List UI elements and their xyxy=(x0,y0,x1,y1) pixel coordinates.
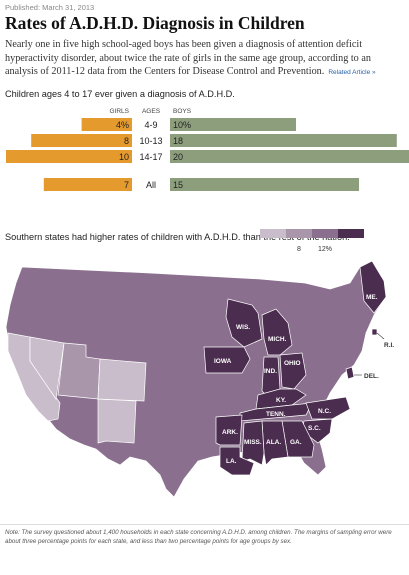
label-iowa: IOWA xyxy=(214,358,232,365)
bar-girls-0 xyxy=(81,118,132,131)
label-age-0: 4-9 xyxy=(144,120,157,130)
state-arkansas xyxy=(215,414,243,446)
state-nevada xyxy=(29,336,65,400)
state-indiana xyxy=(261,356,281,396)
label-tenn: TENN. xyxy=(266,411,286,418)
header-ages: AGES xyxy=(142,108,161,115)
us-map: ME. R.I. DEL. WIS. MICH. IOWA OHIO IND. … xyxy=(5,260,394,498)
legend-label-high: 12% xyxy=(318,246,332,253)
state-new-mexico xyxy=(97,398,137,444)
label-girls-1: 8 xyxy=(124,136,129,146)
label-ark: ARK. xyxy=(222,429,238,436)
state-michigan xyxy=(261,308,293,356)
legend-swatch-2 xyxy=(312,229,338,238)
bar-boys-1 xyxy=(170,134,397,147)
label-me: ME. xyxy=(366,294,378,301)
footnote: Note: The survey questioned about 1,400 … xyxy=(5,529,392,545)
label-age-1: 10-13 xyxy=(139,136,162,146)
deck-text: Nearly one in five high school-aged boys… xyxy=(5,38,405,80)
label-girls-2: 10 xyxy=(119,152,129,162)
state-north-carolina xyxy=(305,396,351,420)
header-girls: GIRLS xyxy=(109,108,129,115)
state-louisiana xyxy=(219,446,255,476)
label-boys-3: 15 xyxy=(173,180,183,190)
label-mich: MICH. xyxy=(268,336,287,343)
published-date: Published: March 31, 2013 xyxy=(5,3,95,12)
related-article-link[interactable]: Related Article » xyxy=(328,69,376,77)
label-ky: KY. xyxy=(276,397,286,404)
label-ga: GA. xyxy=(290,439,302,446)
map-legend: 8 12% xyxy=(260,229,364,253)
label-boys-1: 18 xyxy=(173,136,183,146)
state-delaware xyxy=(345,366,355,380)
label-la: LA. xyxy=(226,458,237,465)
map-title: Southern states had higher rates of chil… xyxy=(5,232,350,242)
label-age-3: All xyxy=(146,180,156,190)
deck-body: Nearly one in five high school-aged boys… xyxy=(5,39,371,78)
label-girls-0: 4% xyxy=(116,120,129,130)
bar-chart-title: Children ages 4 to 17 ever given a diagn… xyxy=(5,89,235,99)
ri-leader-line xyxy=(376,332,385,340)
label-wis: WIS. xyxy=(236,324,250,331)
label-boys-0: 10% xyxy=(173,120,191,130)
bar-chart: GIRLS AGES BOYS 4% 4-9 10% 8 10-13 18 10 14-17 20 7 A… xyxy=(6,108,409,191)
bar-boys-3 xyxy=(170,178,359,191)
state-iowa xyxy=(203,346,251,374)
state-wisconsin xyxy=(225,298,263,348)
label-boys-2: 20 xyxy=(173,152,183,162)
state-colorado xyxy=(97,358,147,402)
label-sc: S.C. xyxy=(308,425,321,432)
state-ohio xyxy=(279,352,307,390)
note-divider xyxy=(0,524,409,525)
legend-swatch-1 xyxy=(286,229,312,238)
bar-boys-0 xyxy=(170,118,296,131)
legend-swatch-3 xyxy=(338,229,364,238)
label-ri: R.I. xyxy=(384,342,394,349)
label-ind: IND. xyxy=(264,368,277,375)
legend-label-low: 8 xyxy=(297,246,301,253)
label-girls-3: 7 xyxy=(124,180,129,190)
bar-girls-1 xyxy=(31,134,133,147)
bar-girls-2 xyxy=(6,150,132,163)
label-nc: N.C. xyxy=(318,408,331,415)
label-age-2: 14-17 xyxy=(139,152,162,162)
page-title: Rates of A.D.H.D. Diagnosis in Children xyxy=(5,13,305,33)
label-del: DEL. xyxy=(364,373,379,380)
bar-girls-3 xyxy=(43,178,132,191)
label-miss: MISS. xyxy=(244,439,262,446)
label-ala: ALA. xyxy=(266,439,281,446)
state-maine xyxy=(359,260,387,314)
state-rhode-island xyxy=(371,328,378,336)
label-ohio: OHIO xyxy=(284,360,301,367)
bar-boys-2 xyxy=(170,150,409,163)
header-boys: BOYS xyxy=(173,108,192,115)
legend-swatch-0 xyxy=(260,229,286,238)
